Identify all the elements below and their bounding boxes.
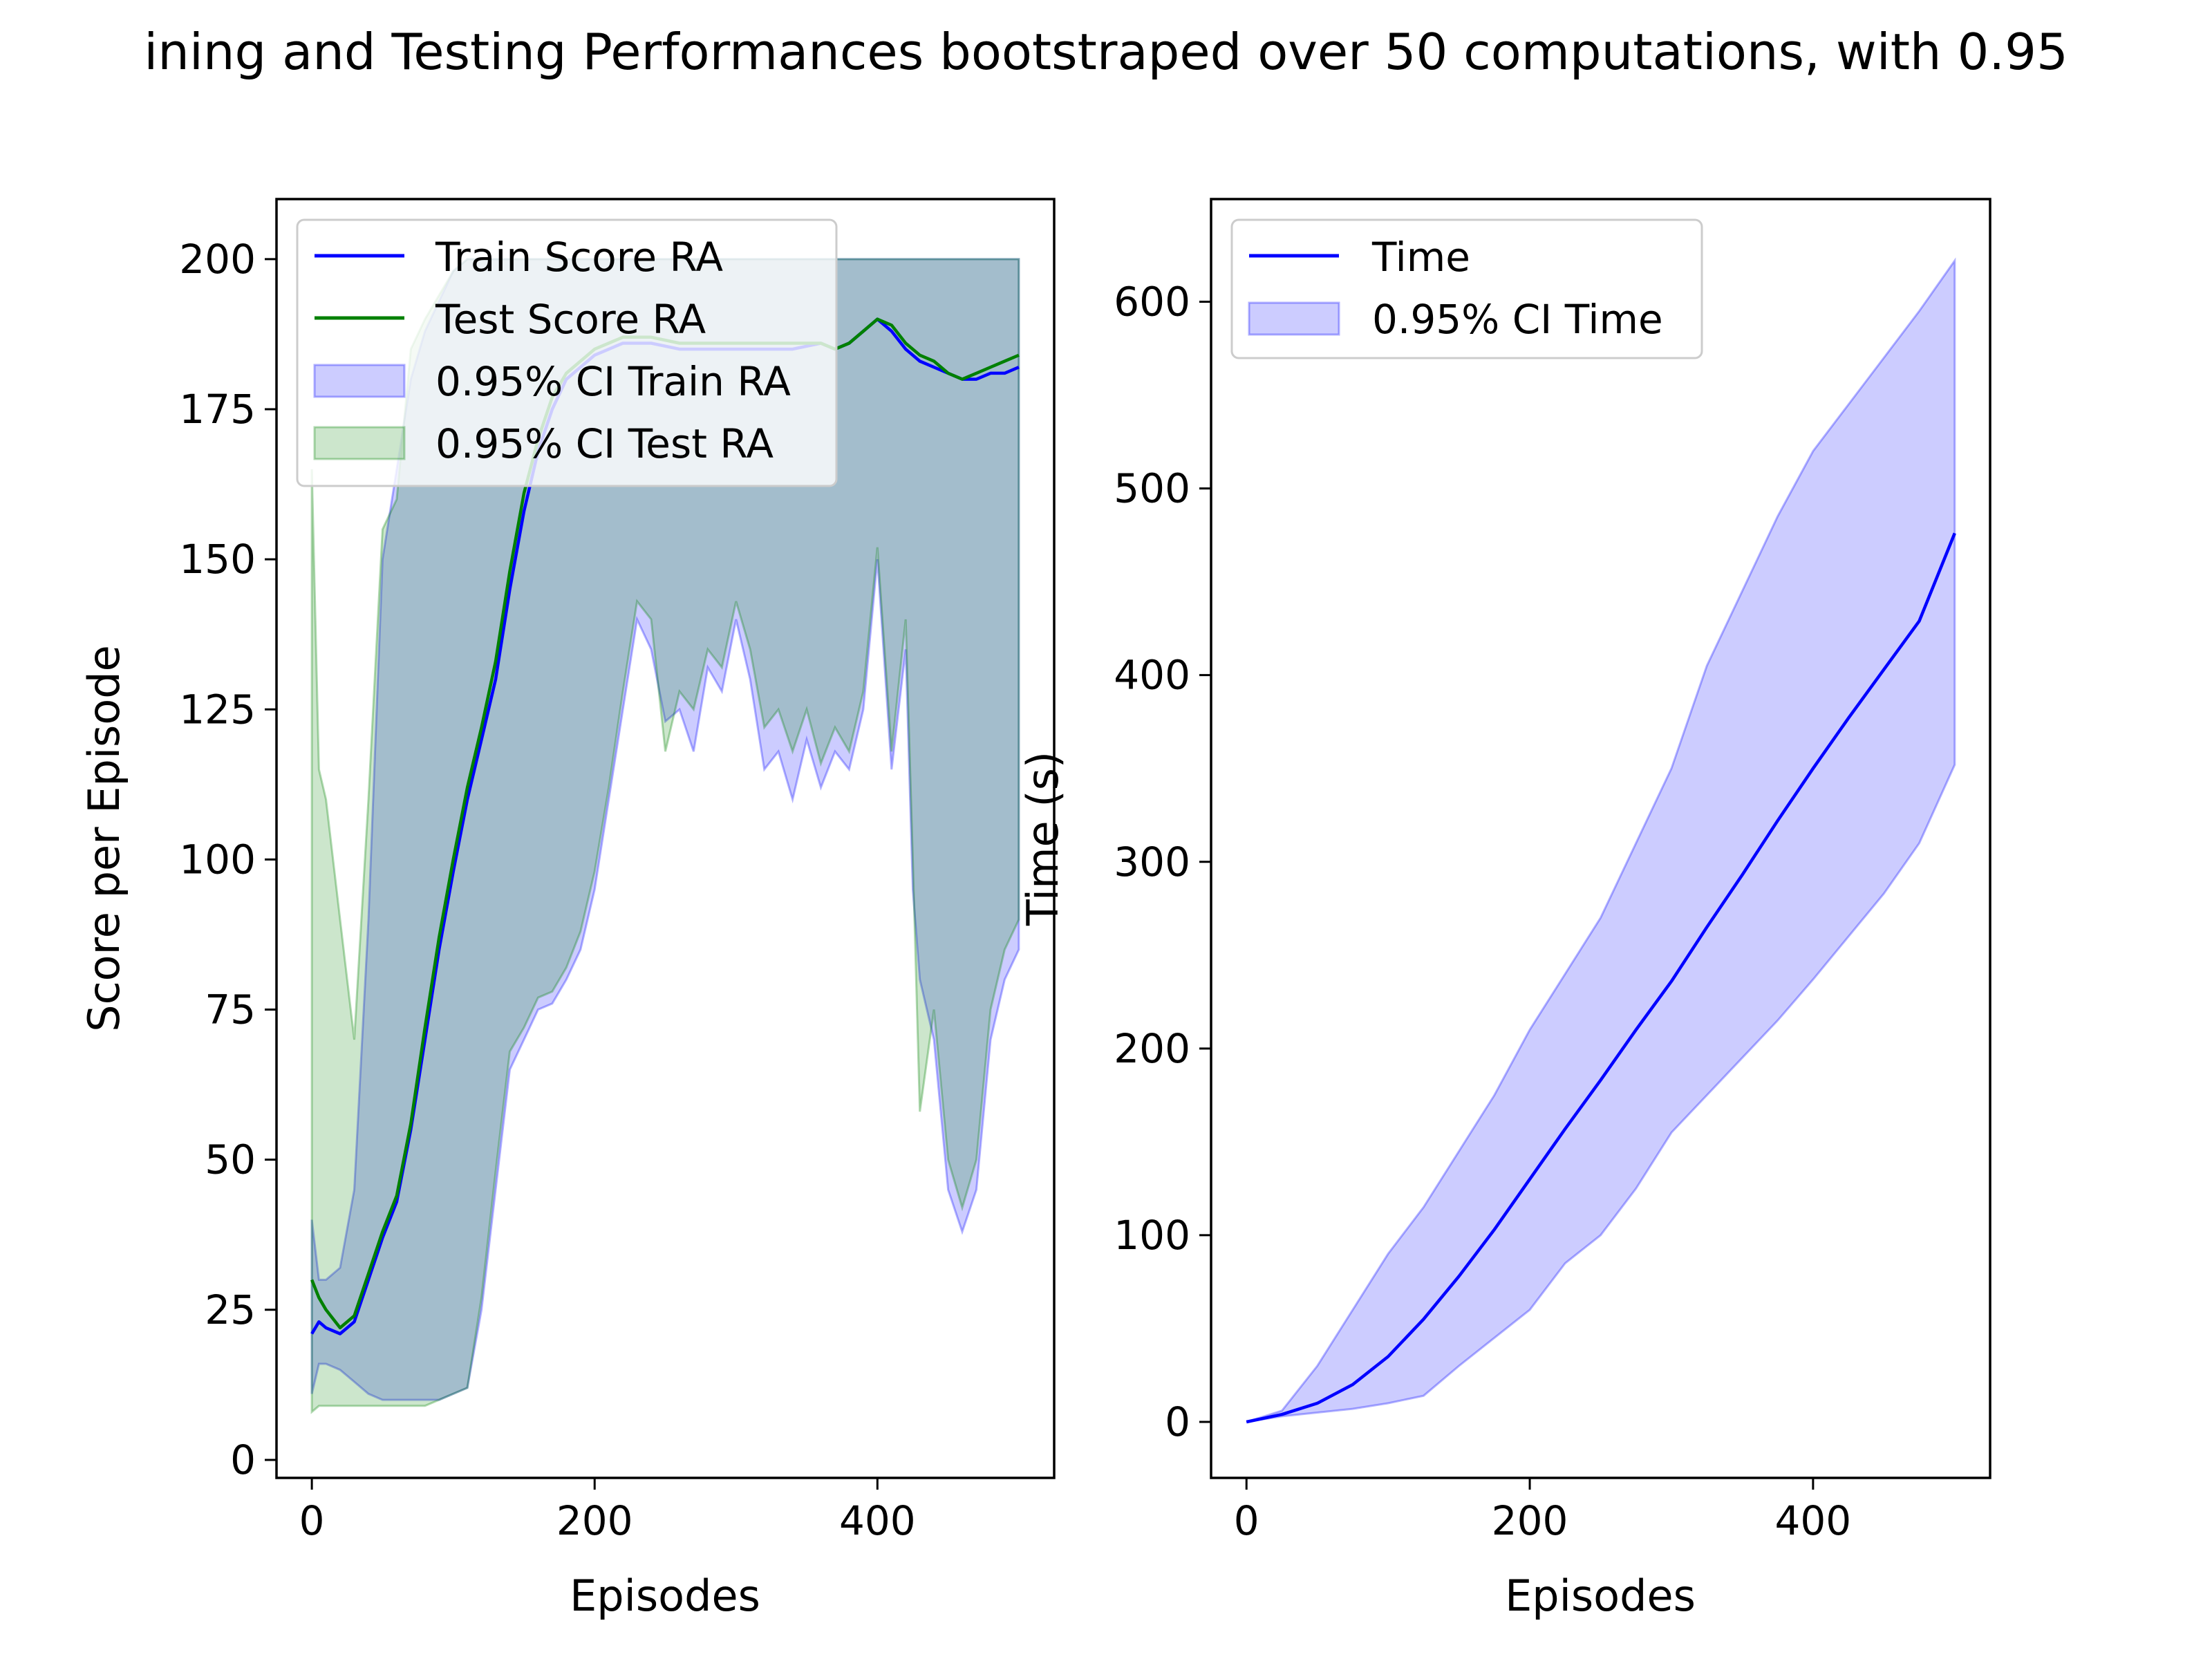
right-legend: Time 0.95% CI Time (1230, 218, 1703, 359)
y-tick-label: 175 (179, 386, 256, 433)
x-tick-label: 200 (1492, 1497, 1568, 1544)
legend-time-label: Time (1371, 234, 1470, 281)
y-tick-label: 75 (205, 986, 256, 1033)
y-tick-label: 150 (179, 536, 256, 583)
legend-ci-test-label: 0.95% CI Test RA (435, 420, 774, 467)
time-panel: 0 200 400 0 100 200 300 400 500 600 Episodes Tim… (1018, 198, 1991, 1621)
legend-ci-train-swatch (313, 364, 406, 398)
band-0-95-ci-time (1246, 257, 1956, 1423)
right-legend-box (1230, 218, 1703, 359)
y-tick-label: 0 (230, 1436, 256, 1483)
right-ci-band (1246, 257, 1956, 1423)
left-x-axis-ticks: 0 200 400 (299, 1478, 916, 1544)
right-y-axis-label: Time (s) (1018, 751, 1068, 926)
left-y-axis-ticks: 0 25 50 75 100 125 150 175 200 (179, 236, 276, 1483)
left-plot-frame (275, 198, 1056, 1479)
left-legend-box (296, 218, 838, 487)
y-tick-label: 100 (179, 836, 256, 883)
legend-ci-test-swatch (313, 426, 406, 460)
left-x-axis-label: Episodes (570, 1571, 760, 1621)
y-tick-label: 0 (1165, 1398, 1190, 1445)
y-tick-label: 200 (179, 236, 256, 283)
y-tick-label: 400 (1114, 652, 1190, 699)
x-tick-label: 400 (839, 1497, 916, 1544)
y-tick-label: 100 (1114, 1212, 1190, 1259)
y-tick-label: 25 (205, 1286, 256, 1333)
legend-ci-time-swatch (1248, 301, 1340, 336)
left-y-axis-label: Score per Episode (79, 645, 129, 1032)
figure-title: ining and Testing Performances bootstrap… (144, 23, 2068, 81)
x-tick-label: 200 (556, 1497, 633, 1544)
legend-train-score-label: Train Score RA (435, 234, 723, 281)
y-tick-label: 500 (1114, 465, 1190, 512)
legend-test-score-label: Test Score RA (435, 296, 706, 343)
right-plot-frame (1210, 198, 1991, 1479)
y-tick-label: 300 (1114, 838, 1190, 885)
x-tick-label: 400 (1775, 1497, 1852, 1544)
right-x-axis-label: Episodes (1505, 1571, 1696, 1621)
y-tick-label: 600 (1114, 279, 1190, 326)
right-time-line (1246, 532, 1956, 1424)
right-x-axis-ticks: 0 200 400 (1234, 1478, 1851, 1544)
x-tick-label: 0 (299, 1497, 325, 1544)
y-tick-label: 50 (205, 1136, 256, 1183)
y-tick-label: 200 (1114, 1025, 1190, 1072)
x-tick-label: 0 (1234, 1497, 1259, 1544)
legend-ci-time-label: 0.95% CI Time (1372, 296, 1663, 343)
y-tick-label: 125 (179, 686, 256, 733)
left-legend: Train Score RA Test Score RA 0.95% CI Tr… (296, 218, 838, 487)
line-time (1246, 532, 1956, 1424)
right-y-axis-ticks: 0 100 200 300 400 500 600 (1114, 279, 1211, 1445)
legend-ci-train-label: 0.95% CI Train RA (435, 358, 791, 405)
